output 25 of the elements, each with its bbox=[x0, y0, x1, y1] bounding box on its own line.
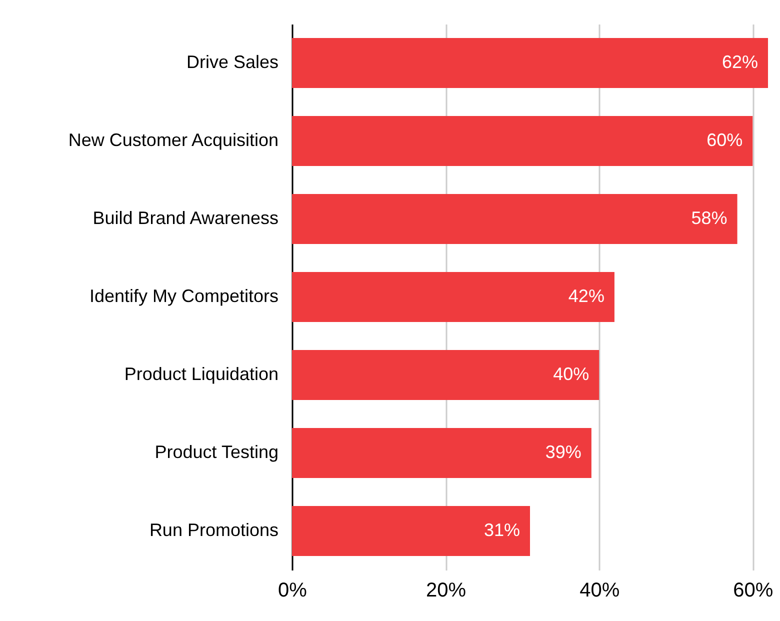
data-label: 40% bbox=[553, 364, 590, 384]
data-label: 42% bbox=[568, 286, 604, 306]
bar bbox=[292, 350, 600, 400]
y-tick-label: Identify My Competitors bbox=[89, 286, 278, 306]
x-tick-label: 20% bbox=[426, 580, 466, 602]
x-tick-label: 60% bbox=[733, 580, 774, 602]
y-tick-label: Run Promotions bbox=[149, 520, 278, 540]
y-tick-label: New Customer Acquisition bbox=[68, 130, 278, 150]
y-tick-label: Product Testing bbox=[154, 442, 278, 462]
y-tick-label: Product Liquidation bbox=[124, 364, 278, 384]
y-tick-label: Build Brand Awareness bbox=[92, 208, 278, 228]
x-tick-label: 40% bbox=[580, 580, 620, 602]
data-label: 58% bbox=[691, 208, 728, 228]
bar bbox=[292, 116, 753, 166]
bar bbox=[292, 272, 614, 322]
data-label: 60% bbox=[706, 130, 743, 150]
data-label: 31% bbox=[484, 520, 520, 540]
y-tick-label: Drive Sales bbox=[186, 52, 278, 72]
data-label: 62% bbox=[722, 52, 758, 72]
x-tick-label: 0% bbox=[278, 580, 308, 602]
bar bbox=[292, 428, 592, 478]
bar bbox=[292, 38, 768, 88]
data-label: 39% bbox=[545, 442, 582, 462]
bar bbox=[292, 506, 530, 556]
bar bbox=[292, 194, 738, 244]
